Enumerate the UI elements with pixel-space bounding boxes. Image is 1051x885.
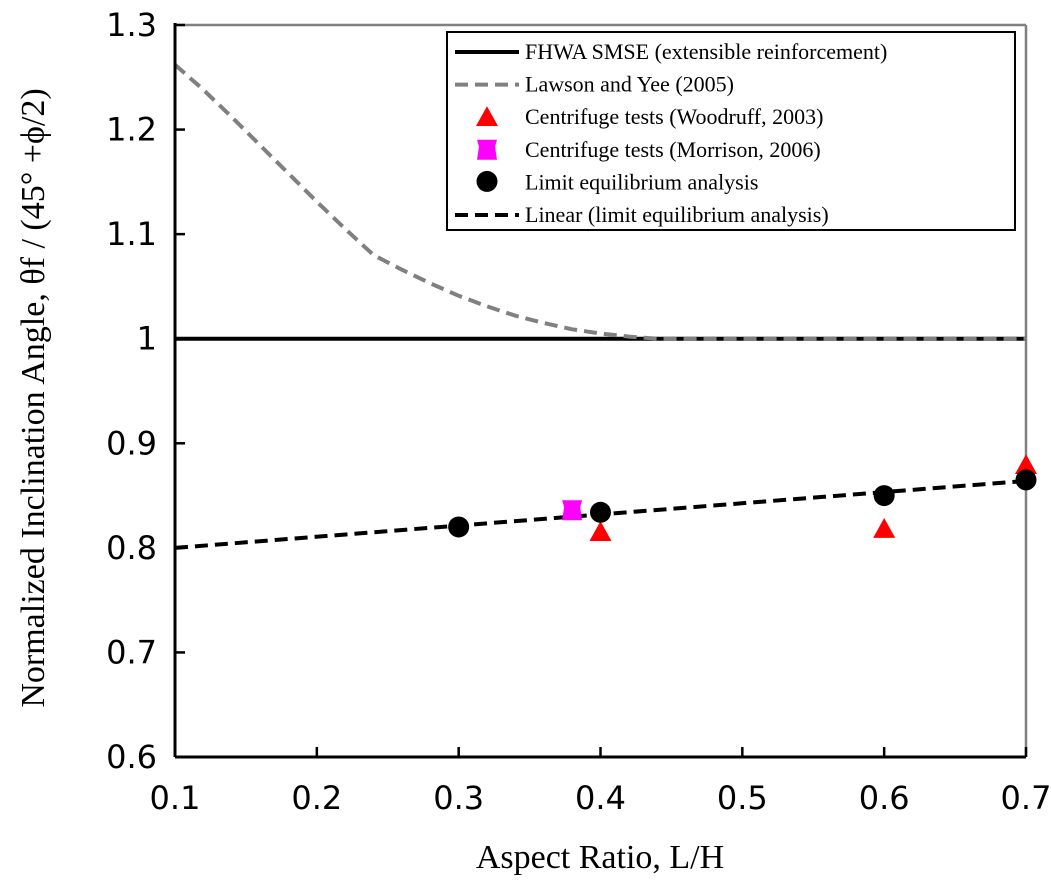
- legend-label-0: FHWA SMSE (extensible reinforcement): [525, 39, 887, 64]
- data-point-4-0: [448, 516, 470, 538]
- legend-label-5: Linear (limit equilibrium analysis): [525, 202, 829, 227]
- data-point-4-1: [590, 501, 611, 523]
- y-tick-label-2: 0.8: [106, 529, 157, 567]
- legend-marker-4: [476, 170, 498, 192]
- series-line-1: [173, 63, 1026, 341]
- legend-symbol-4: [476, 170, 498, 192]
- data-point-2-2: [1015, 454, 1037, 475]
- y-tick-label-1: 0.7: [106, 633, 157, 671]
- legend-box: [446, 31, 1016, 231]
- x-axis-title: Aspect Ratio, L/H: [476, 839, 724, 876]
- data-point-2-1: [873, 518, 896, 538]
- series-layer: [173, 63, 1037, 550]
- legend-marker-2: [476, 106, 498, 126]
- plot-frame: [175, 23, 1028, 757]
- y-axis-title: Normalized Inclination Angle, θf / (45° …: [15, 88, 52, 707]
- legend-label-4: Limit equilibrium analysis: [525, 169, 758, 194]
- data-point-2-0: [589, 521, 612, 541]
- y-tick-label-3: 0.9: [106, 424, 157, 462]
- x-tick-label-5: 0.6: [859, 779, 910, 817]
- y-tick-label-4: 1: [137, 320, 157, 358]
- legend-label-2: Centrifuge tests (Woodruff, 2003): [525, 104, 823, 129]
- y-tick-label-6: 1.2: [106, 111, 157, 149]
- axes-layer: 0.6 0.7 0.8 0.9 1 1.1 1.2 1.3 0.1 0.2 0.3 0.4 0.5 0.6…: [106, 6, 1051, 817]
- legend-symbol-3: [477, 139, 497, 160]
- data-point-3-0: [562, 500, 583, 521]
- legend: FHWA SMSE (extensible reinforcement) Laws…: [446, 31, 1016, 231]
- x-tick-label-2: 0.3: [433, 779, 484, 817]
- data-point-4-2: [873, 485, 895, 507]
- x-tick-label-0: 0.1: [150, 779, 201, 817]
- y-tick-label-7: 1.3: [106, 6, 157, 44]
- legend-label-3: Centrifuge tests (Morrison, 2006): [525, 137, 821, 162]
- legend-symbol-2: [476, 106, 498, 126]
- y-tick-label-0: 0.6: [106, 738, 157, 776]
- legend-label-1: Lawson and Yee (2005): [525, 72, 734, 97]
- data-point-4-3: [1015, 469, 1037, 491]
- x-tick-label-4: 0.5: [717, 779, 768, 817]
- legend-marker-3: [477, 139, 497, 160]
- x-tick-label-6: 0.7: [1001, 779, 1051, 817]
- x-tick-label-3: 0.4: [575, 779, 626, 817]
- y-tick-label-5: 1.1: [106, 215, 157, 253]
- x-tick-label-1: 0.2: [291, 779, 342, 817]
